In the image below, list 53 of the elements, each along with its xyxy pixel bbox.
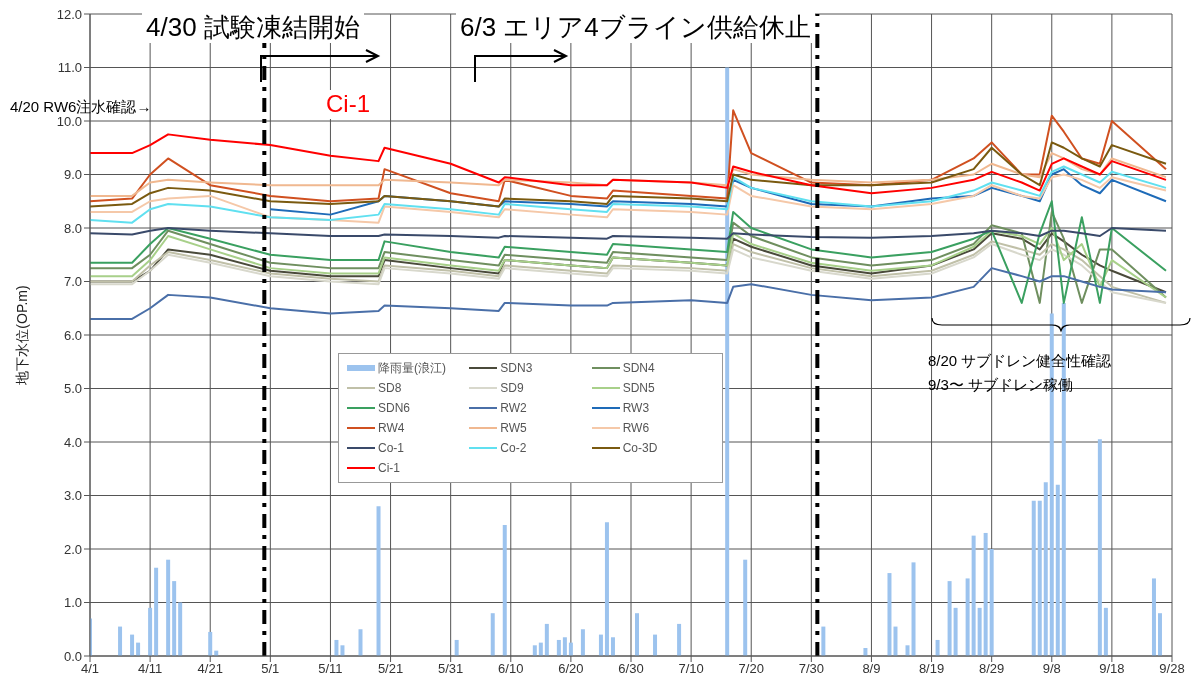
legend-label: RW4 (378, 421, 405, 435)
y-tick-label: 7.0 (63, 274, 82, 290)
x-tick-label: 8/29 (979, 661, 1005, 677)
x-tick-label: 9/28 (1159, 661, 1185, 677)
x-tick-label: 4/11 (137, 661, 163, 677)
y-tick-label: 9.0 (63, 167, 82, 183)
x-tick-label: 7/20 (738, 661, 764, 677)
legend-label: RW3 (622, 401, 650, 415)
legend-label: 降雨量(浪江) (378, 359, 446, 377)
legend-label: RW2 (500, 401, 527, 415)
y-tick-label: 11.0 (57, 60, 82, 76)
legend-label: SDN5 (622, 381, 655, 395)
x-tick-label: 6/20 (558, 661, 584, 677)
legend-label: RW6 (622, 421, 650, 435)
x-tick-label: 5/1 (261, 661, 280, 677)
y-tick-label: 6.0 (63, 327, 82, 343)
annotation: Ci-1 (322, 90, 375, 119)
y-tick-label: 10.0 (56, 113, 82, 129)
legend-label: Ci-1 (378, 461, 401, 475)
legend-label: SDN3 (500, 361, 533, 375)
legend-label: SD8 (378, 381, 402, 395)
x-tick-label: 8/9 (862, 661, 881, 677)
x-tick-label: 9/8 (1042, 661, 1061, 677)
x-tick-label: 4/21 (197, 661, 223, 677)
y-tick-label: 3.0 (63, 488, 82, 504)
x-tick-label: 5/11 (318, 661, 343, 677)
x-tick-label: 5/31 (438, 661, 464, 677)
legend-label: SDN6 (378, 401, 411, 415)
legend-label: Co-2 (500, 441, 527, 455)
x-tick-label: 6/30 (618, 661, 644, 677)
legend-label: Co-1 (378, 441, 405, 455)
y-tick-label: 1.0 (63, 595, 82, 611)
y-tick-label: 2.0 (63, 541, 82, 557)
annotation: 4/20 RW6注水確認→ (10, 98, 152, 116)
y-tick-label: 4.0 (63, 434, 82, 450)
x-tick-label: 4/1 (80, 661, 100, 677)
y-axis-title: 地下水位(OP.m) (13, 285, 30, 386)
legend-label: SDN4 (622, 361, 655, 375)
y-tick-label: 12.0 (56, 6, 82, 22)
legend-label: RW5 (500, 421, 527, 435)
y-tick-label: 0.0 (63, 648, 82, 664)
x-tick-label: 7/10 (678, 661, 704, 677)
x-tick-label: 8/19 (918, 661, 945, 677)
legend-label: Co-3D (622, 441, 658, 455)
x-tick-label: 9/18 (1099, 661, 1125, 677)
x-tick-label: 6/10 (498, 661, 524, 677)
annotation: 4/30 試験凍結開始 (142, 12, 364, 44)
y-tick-label: 5.0 (63, 381, 82, 397)
annotation: 6/3 エリア4ブライン供給休止 (456, 12, 815, 44)
y-tick-label: 8.0 (63, 220, 82, 236)
x-tick-label: 5/21 (377, 661, 404, 677)
x-tick-label: 7/30 (798, 661, 824, 677)
legend-label: SD9 (500, 381, 524, 395)
